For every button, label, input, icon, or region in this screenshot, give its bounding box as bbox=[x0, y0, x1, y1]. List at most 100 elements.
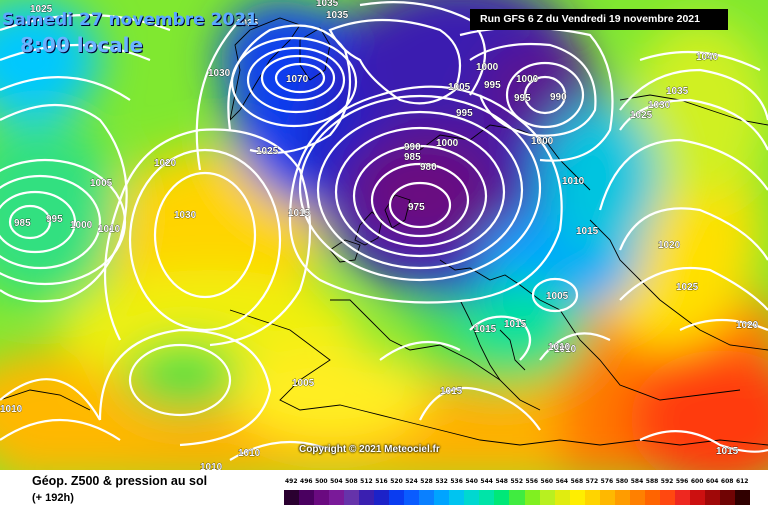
isobar-label: 995 bbox=[514, 93, 531, 104]
weather-map: 1035 1035 1025 1035 1030 1070 1025 1020 … bbox=[0, 0, 768, 470]
isobar-label: 985 bbox=[404, 152, 421, 163]
isobar-label: 995 bbox=[46, 214, 63, 225]
color-scale-swatch bbox=[584, 490, 600, 505]
color-scale-swatch bbox=[404, 490, 420, 505]
color-scale-label: 492 bbox=[285, 478, 298, 485]
isobar-label: 1010 bbox=[238, 448, 261, 459]
color-scale-label: 588 bbox=[645, 478, 659, 485]
color-scale: 492 496 500 504 508 512 516 520 524 528 532 536 540 5… bbox=[284, 478, 750, 508]
color-scale-label: 608 bbox=[720, 478, 734, 485]
color-scale-swatch bbox=[419, 490, 435, 505]
color-scale-label: 540 bbox=[465, 478, 478, 485]
isobar-label: 1040 bbox=[696, 52, 719, 63]
isobar-label: 1035 bbox=[316, 0, 339, 9]
color-scale-swatch bbox=[629, 490, 645, 505]
color-scale-label: 536 bbox=[450, 478, 463, 485]
color-scale-label: 596 bbox=[675, 478, 689, 485]
isobar-label: 1020 bbox=[658, 240, 681, 251]
isobar-label: 1000 bbox=[516, 74, 539, 85]
isobar-label: 1025 bbox=[630, 110, 653, 121]
color-scale-swatch bbox=[464, 490, 480, 505]
model-run-info: Run GFS 6 Z du Vendredi 19 novembre 2021 bbox=[470, 9, 728, 30]
color-scale-label: 604 bbox=[705, 478, 719, 485]
color-scale-swatch bbox=[359, 490, 375, 505]
color-scale-label: 600 bbox=[690, 478, 704, 485]
color-scale-label: 508 bbox=[345, 478, 358, 485]
color-scale-label: 576 bbox=[600, 478, 614, 485]
isobar-label: 1000 bbox=[436, 138, 459, 149]
isobar-label: 1015 bbox=[576, 226, 599, 237]
copyright-notice: Copyright © 2021 Meteociel.fr bbox=[299, 444, 440, 455]
forecast-time: 8:00 locale bbox=[20, 33, 144, 57]
isobar-label: 1025 bbox=[676, 282, 699, 293]
isobar-label: 1005 bbox=[90, 178, 113, 189]
isobar-label: 1015 bbox=[288, 208, 311, 219]
color-scale-swatch bbox=[704, 490, 720, 505]
isobar-label: 1020 bbox=[154, 158, 177, 169]
color-scale-label: 512 bbox=[360, 478, 373, 485]
color-scale-label: 548 bbox=[495, 478, 508, 485]
isobar-label: 1000 bbox=[531, 136, 554, 147]
pressure-labels: 1035 1035 1025 1035 1030 1070 1025 1020 … bbox=[0, 0, 759, 470]
isobar-label: 990 bbox=[404, 142, 421, 153]
isobar-label: 985 bbox=[14, 218, 31, 229]
isobar-label: 1010 bbox=[548, 342, 571, 353]
color-scale-swatch bbox=[449, 490, 465, 505]
color-scale-bar bbox=[284, 490, 750, 505]
color-scale-label: 584 bbox=[630, 478, 644, 485]
isobar-label: 1025 bbox=[30, 4, 53, 15]
isobar-label: 1010 bbox=[98, 224, 121, 235]
color-scale-swatch bbox=[314, 490, 330, 505]
geopotential-field: 1035 1035 1025 1035 1030 1070 1025 1020 … bbox=[0, 0, 768, 470]
isobar-label: 1005 bbox=[448, 82, 471, 93]
color-scale-swatch bbox=[554, 490, 570, 505]
color-scale-label: 528 bbox=[420, 478, 433, 485]
color-scale-swatch bbox=[569, 490, 585, 505]
isobar-label: 1035 bbox=[666, 86, 689, 97]
isobars bbox=[0, 1, 768, 461]
isobar-label: 980 bbox=[420, 162, 437, 173]
color-scale-label: 592 bbox=[660, 478, 674, 485]
color-scale-swatch bbox=[479, 490, 495, 505]
color-scale-swatch bbox=[719, 490, 735, 505]
color-scale-label: 496 bbox=[300, 478, 313, 485]
isobar-label: 1030 bbox=[174, 210, 197, 221]
color-scale-label: 524 bbox=[405, 478, 418, 485]
color-scale-swatch bbox=[494, 490, 510, 505]
color-scale-swatch bbox=[689, 490, 705, 505]
isobar-label: 1010 bbox=[562, 176, 585, 187]
color-scale-swatch bbox=[329, 490, 345, 505]
isobar-label: 1010 bbox=[200, 462, 223, 470]
color-scale-label: 556 bbox=[525, 478, 539, 485]
isobar-label: 1015 bbox=[440, 386, 463, 397]
isobar-label: 1015 bbox=[474, 324, 497, 335]
isobar-label: 1035 bbox=[326, 10, 349, 21]
isobar-label: 975 bbox=[408, 202, 425, 213]
color-scale-label: 516 bbox=[375, 478, 388, 485]
color-scale-label: 520 bbox=[390, 478, 403, 485]
color-scale-swatch bbox=[344, 490, 360, 505]
color-scale-label: 568 bbox=[570, 478, 584, 485]
color-scale-swatch bbox=[644, 490, 660, 505]
color-scale-label: 580 bbox=[615, 478, 629, 485]
color-scale-swatch bbox=[539, 490, 555, 505]
isobar-label: 1025 bbox=[256, 146, 279, 157]
color-scale-swatch bbox=[614, 490, 630, 505]
color-scale-label: 532 bbox=[435, 478, 448, 485]
color-scale-swatch bbox=[674, 490, 690, 505]
color-scale-label: 500 bbox=[315, 478, 328, 485]
color-scale-swatch bbox=[284, 490, 300, 505]
isobar-label: 1030 bbox=[648, 100, 671, 111]
color-scale-label: 504 bbox=[330, 478, 343, 485]
isobar-label: 1000 bbox=[70, 220, 93, 231]
isobar-label: 1010 bbox=[554, 344, 577, 355]
color-scale-swatch bbox=[374, 490, 390, 505]
isobar-label: 990 bbox=[550, 92, 567, 103]
color-scale-swatch bbox=[509, 490, 525, 505]
color-scale-swatch bbox=[599, 490, 615, 505]
isobar-label: 1020 bbox=[736, 320, 759, 331]
color-scale-swatch bbox=[524, 490, 540, 505]
color-scale-label: 564 bbox=[555, 478, 569, 485]
color-scale-swatch bbox=[659, 490, 675, 505]
color-scale-label: 560 bbox=[540, 478, 554, 485]
